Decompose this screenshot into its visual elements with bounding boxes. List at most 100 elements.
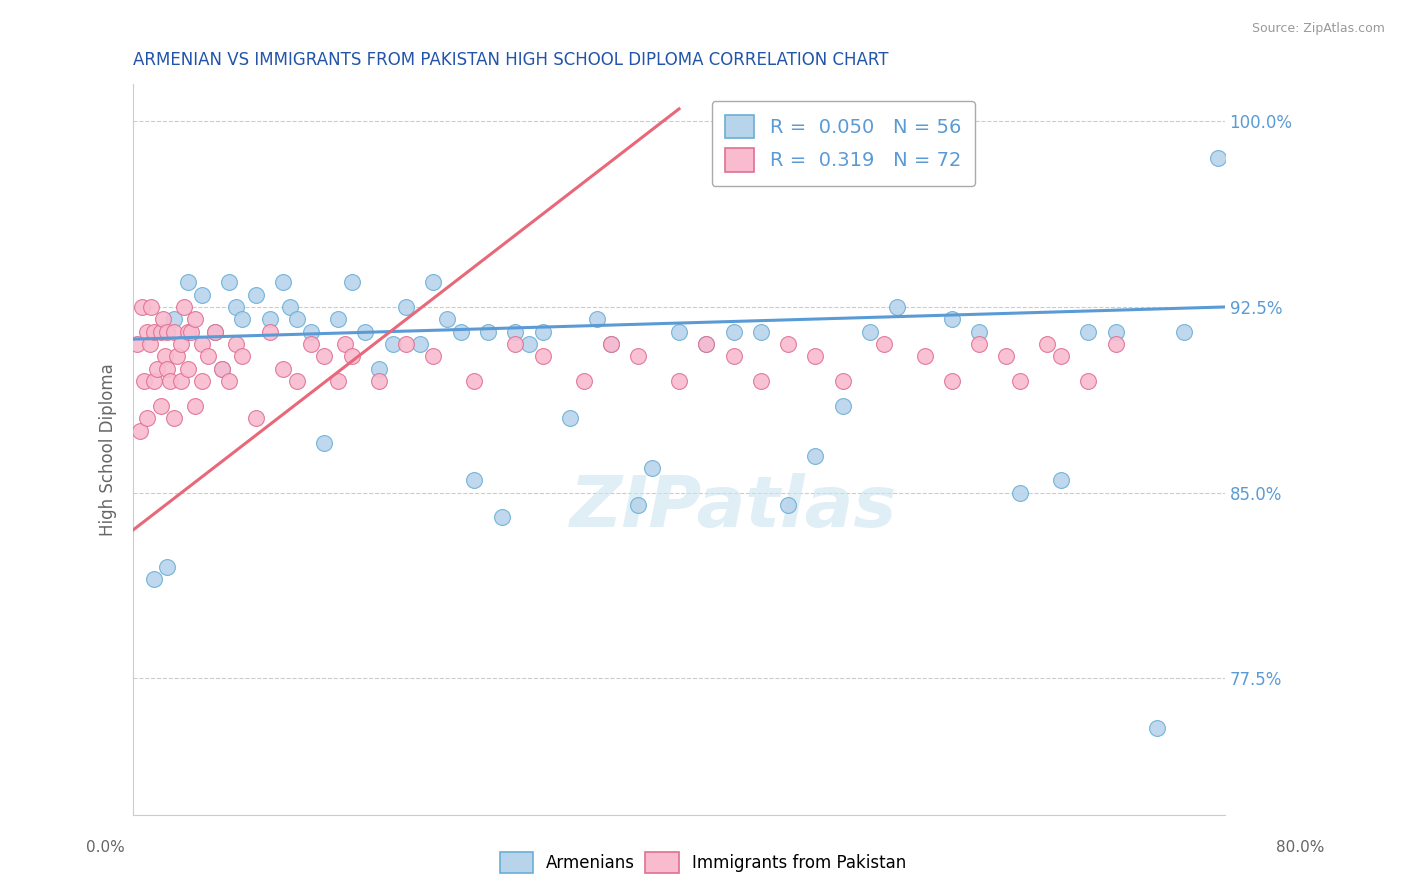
Point	[723, 325, 745, 339]
Point	[450, 325, 472, 339]
Point	[142, 325, 165, 339]
Point	[159, 374, 181, 388]
Point	[245, 411, 267, 425]
Point	[156, 362, 179, 376]
Point	[314, 436, 336, 450]
Point	[138, 337, 160, 351]
Point	[204, 325, 226, 339]
Point	[422, 275, 444, 289]
Point	[231, 312, 253, 326]
Point	[627, 498, 650, 512]
Point	[872, 337, 894, 351]
Point	[1146, 721, 1168, 735]
Point	[149, 399, 172, 413]
Point	[180, 325, 202, 339]
Point	[517, 337, 540, 351]
Point	[211, 362, 233, 376]
Point	[463, 473, 485, 487]
Point	[778, 498, 800, 512]
Point	[395, 300, 418, 314]
Point	[627, 350, 650, 364]
Point	[190, 287, 212, 301]
Point	[156, 560, 179, 574]
Text: 80.0%: 80.0%	[1277, 840, 1324, 855]
Point	[558, 411, 581, 425]
Point	[170, 374, 193, 388]
Point	[177, 275, 200, 289]
Point	[129, 424, 152, 438]
Point	[149, 325, 172, 339]
Point	[831, 399, 853, 413]
Point	[668, 325, 690, 339]
Point	[177, 362, 200, 376]
Point	[163, 411, 186, 425]
Point	[326, 374, 349, 388]
Point	[211, 362, 233, 376]
Point	[599, 337, 621, 351]
Point	[273, 362, 295, 376]
Point	[139, 300, 162, 314]
Point	[299, 325, 322, 339]
Point	[804, 449, 827, 463]
Point	[259, 325, 281, 339]
Point	[177, 325, 200, 339]
Y-axis label: High School Diploma: High School Diploma	[100, 363, 117, 536]
Point	[134, 374, 156, 388]
Point	[285, 374, 308, 388]
Point	[1104, 325, 1126, 339]
Point	[218, 275, 240, 289]
Point	[153, 350, 176, 364]
Point	[914, 350, 936, 364]
Point	[127, 337, 149, 351]
Point	[131, 300, 153, 314]
Point	[723, 350, 745, 364]
Point	[749, 325, 772, 339]
Point	[381, 337, 404, 351]
Point	[995, 350, 1018, 364]
Point	[354, 325, 377, 339]
Point	[859, 325, 882, 339]
Point	[156, 325, 179, 339]
Point	[941, 374, 963, 388]
Point	[245, 287, 267, 301]
Point	[641, 461, 664, 475]
Text: Source: ZipAtlas.com: Source: ZipAtlas.com	[1251, 22, 1385, 36]
Point	[218, 374, 240, 388]
Point	[136, 411, 159, 425]
Point	[422, 350, 444, 364]
Point	[967, 325, 990, 339]
Text: ZIPatlas: ZIPatlas	[569, 474, 897, 542]
Point	[259, 312, 281, 326]
Point	[231, 350, 253, 364]
Point	[491, 510, 513, 524]
Point	[204, 325, 226, 339]
Point	[183, 312, 205, 326]
Point	[1077, 325, 1099, 339]
Point	[278, 300, 301, 314]
Point	[314, 350, 336, 364]
Legend: Armenians, Immigrants from Pakistan: Armenians, Immigrants from Pakistan	[494, 846, 912, 880]
Point	[166, 350, 188, 364]
Point	[173, 300, 195, 314]
Point	[285, 312, 308, 326]
Point	[886, 300, 908, 314]
Point	[1050, 473, 1073, 487]
Point	[409, 337, 432, 351]
Point	[142, 572, 165, 586]
Point	[967, 337, 990, 351]
Point	[463, 374, 485, 388]
Point	[668, 374, 690, 388]
Point	[145, 362, 167, 376]
Point	[197, 350, 219, 364]
Point	[531, 325, 554, 339]
Point	[1077, 374, 1099, 388]
Point	[163, 312, 186, 326]
Point	[395, 337, 418, 351]
Point	[142, 374, 165, 388]
Point	[152, 312, 174, 326]
Point	[695, 337, 717, 351]
Point	[273, 275, 295, 289]
Point	[340, 350, 363, 364]
Point	[225, 337, 247, 351]
Point	[831, 374, 853, 388]
